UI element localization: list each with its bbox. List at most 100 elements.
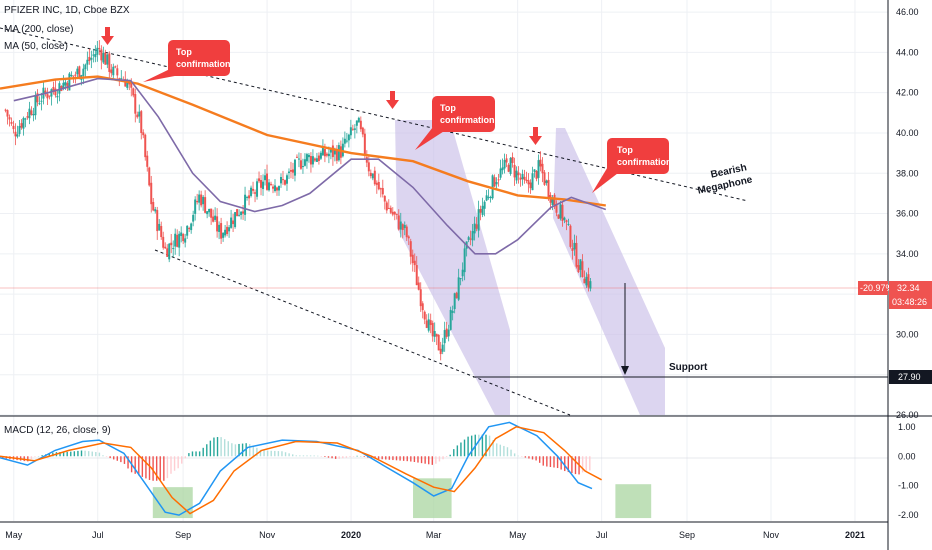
candle-body bbox=[244, 194, 247, 215]
ma200-legend[interactable]: MA (200, close) bbox=[4, 24, 74, 35]
price-tick-label: 38.00 bbox=[896, 168, 919, 178]
candle-body bbox=[411, 254, 414, 264]
macd-tick-label: -1.00 bbox=[898, 481, 919, 491]
candle-body bbox=[295, 156, 298, 158]
candle-body bbox=[24, 118, 27, 120]
macd-histogram-bar bbox=[327, 456, 330, 458]
time-tick-label: Sep bbox=[679, 530, 695, 540]
candle-body bbox=[64, 82, 67, 86]
candle-body bbox=[387, 207, 390, 209]
top-arrow-3 bbox=[529, 127, 542, 145]
candle-body bbox=[268, 182, 271, 191]
candle-body bbox=[252, 188, 255, 191]
macd-histogram-bar bbox=[392, 456, 394, 461]
macd-histogram-bar bbox=[202, 447, 204, 457]
chart-grid bbox=[0, 0, 888, 521]
candle-body bbox=[4, 109, 7, 111]
candle-body bbox=[12, 125, 15, 130]
candle-body bbox=[391, 211, 394, 215]
candle-body bbox=[477, 209, 480, 231]
macd-histogram-bar bbox=[195, 451, 197, 457]
macd-histogram-bar bbox=[352, 456, 355, 457]
candle-body bbox=[389, 207, 392, 213]
top-arrow-2 bbox=[386, 91, 399, 109]
candle-body bbox=[551, 197, 554, 205]
support-price-text: 27.90 bbox=[898, 372, 921, 382]
macd-histogram-bar bbox=[342, 456, 344, 459]
macd-histogram-bar bbox=[385, 456, 387, 460]
ma50-legend[interactable]: MA (50, close) bbox=[4, 41, 68, 52]
candle-body bbox=[567, 223, 570, 225]
candle-body bbox=[529, 182, 532, 189]
price-tick-label: 30.00 bbox=[896, 329, 919, 339]
macd-histogram-bar bbox=[564, 456, 566, 472]
macd-histogram-bar bbox=[381, 456, 383, 460]
symbol-title[interactable]: PFIZER INC, 1D, Cboe BZX bbox=[4, 5, 130, 16]
macd-histogram-bar bbox=[424, 456, 426, 464]
macd-histogram-bar bbox=[442, 456, 444, 460]
candle-body bbox=[88, 56, 91, 62]
candle-body bbox=[34, 95, 37, 116]
candle-body bbox=[401, 224, 404, 231]
macd-histogram-bar bbox=[274, 450, 276, 457]
macd-histogram-bar bbox=[399, 456, 401, 461]
megaphone-lines bbox=[0, 27, 749, 416]
macd-histogram-bar bbox=[538, 456, 541, 463]
candle-body bbox=[353, 128, 356, 130]
time-tick-label: 2020 bbox=[341, 530, 361, 540]
macd-signal-box bbox=[152, 487, 193, 519]
candle-body bbox=[166, 248, 169, 257]
candle-body bbox=[86, 59, 89, 65]
macd-histogram-bar bbox=[252, 445, 255, 457]
macd-histogram-bar bbox=[27, 456, 29, 462]
macd-histogram-bar bbox=[213, 437, 215, 457]
macd-histogram-bar bbox=[41, 455, 43, 457]
candle-body bbox=[379, 188, 382, 190]
macd-histogram-bar bbox=[284, 452, 287, 457]
candle-body bbox=[345, 140, 348, 142]
macd-histogram-bar bbox=[388, 456, 391, 460]
candle-body bbox=[381, 188, 384, 195]
candle-body bbox=[124, 78, 127, 87]
macd-histogram-bar bbox=[77, 450, 79, 457]
candle-body bbox=[487, 196, 490, 198]
time-axis[interactable]: May Jul Sep Nov 2020 Mar May Jul Sep Nov 2021 bbox=[5, 530, 865, 540]
candle-body bbox=[254, 192, 257, 194]
candle-body bbox=[385, 202, 388, 211]
macd-histogram-bar bbox=[560, 456, 562, 470]
macd-histogram-bar bbox=[395, 456, 398, 461]
candle-body bbox=[583, 278, 586, 284]
macd-axis[interactable]: 1.00 0.00 -1.00 -2.00 bbox=[898, 422, 919, 520]
last-price-tag: 32.34 03:48:26 bbox=[889, 281, 932, 309]
candle-body bbox=[68, 73, 71, 91]
macd-histogram-bar bbox=[331, 456, 333, 459]
candle-body bbox=[325, 153, 328, 156]
candle-body bbox=[369, 172, 372, 177]
macd-histogram-bar bbox=[113, 456, 115, 460]
macd-histogram-bar bbox=[549, 456, 552, 468]
candle-body bbox=[565, 220, 568, 223]
macd-histogram-bar bbox=[206, 444, 208, 457]
macd-histogram-bar bbox=[349, 456, 351, 458]
macd-histogram-bar bbox=[553, 456, 555, 468]
macd-histogram-bar bbox=[556, 456, 559, 469]
candle-body bbox=[525, 179, 528, 182]
time-tick-label: 2021 bbox=[845, 530, 865, 540]
macd-legend[interactable]: MACD (12, 26, close, 9) bbox=[4, 425, 111, 436]
candle-body bbox=[359, 120, 362, 130]
candle-body bbox=[228, 227, 231, 232]
candle-body bbox=[242, 211, 245, 214]
candle-body bbox=[453, 293, 456, 310]
candle-body bbox=[423, 311, 426, 320]
price-tick-label: 40.00 bbox=[896, 128, 919, 138]
candle-body bbox=[56, 95, 59, 98]
candle-body bbox=[58, 83, 61, 94]
candle-body bbox=[74, 74, 77, 76]
candle-body bbox=[188, 228, 191, 230]
candle-body bbox=[22, 117, 25, 129]
macd-histogram-bar bbox=[435, 456, 437, 464]
candle-body bbox=[14, 131, 17, 137]
candle-body bbox=[309, 156, 312, 165]
candle-body bbox=[156, 210, 159, 232]
